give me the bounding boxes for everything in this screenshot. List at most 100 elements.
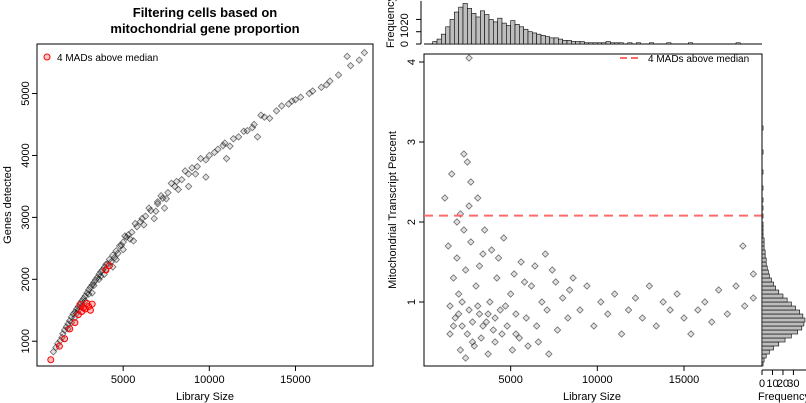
right-hist-bar (761, 237, 765, 243)
left-outlier-point (55, 342, 63, 350)
left-cell-point (265, 114, 274, 123)
left-cell-point (322, 81, 331, 89)
top-hist-bar (436, 38, 442, 45)
right-cell-point (463, 330, 472, 338)
top-hist-bar (501, 22, 507, 45)
right-cell-point (479, 250, 487, 258)
left-cell-point (174, 185, 183, 194)
top-hist-bar (445, 26, 451, 45)
left-cell-point (343, 52, 351, 61)
right-cell-point (564, 314, 572, 322)
top-hist-y-tick-label: 20 (399, 13, 411, 25)
right-cell-point (453, 218, 461, 226)
right-cell-point (461, 354, 470, 362)
top-hist-bar (493, 21, 498, 45)
right-hist-bar (761, 361, 764, 367)
left-cell-point (188, 164, 196, 172)
left-cell-point (177, 175, 186, 184)
right-cell-point (451, 314, 459, 322)
right-cell-point (714, 286, 723, 294)
left-cell-point (164, 188, 172, 197)
right-legend: 4 MADs above median (620, 54, 749, 65)
left-cell-point (88, 289, 96, 297)
right-hist-bars (761, 125, 806, 367)
left-y-ticks: 1000 2000 3000 4000 5000 (20, 81, 37, 353)
right-hist-bar (761, 257, 767, 263)
right-hist-bar (761, 249, 766, 255)
right-cell-point (475, 262, 484, 270)
left-x-tick-label: 5000 (111, 374, 135, 386)
right-hist-bar (761, 317, 806, 323)
right-hist-bar (761, 273, 770, 279)
right-hist-bar (761, 329, 798, 335)
left-cell-point (296, 93, 305, 102)
right-y-tick-label: 4 (406, 59, 418, 65)
left-cell-point (88, 281, 96, 289)
right-hist-bar (761, 269, 769, 275)
top-hist-bar (441, 33, 446, 45)
right-hist-bar (761, 305, 796, 311)
right-cell-point (465, 54, 473, 62)
right-cell-point (624, 306, 633, 314)
right-cell-point (522, 314, 531, 322)
right-hist-bar (761, 261, 767, 267)
right-hist-bar (761, 229, 764, 235)
top-hist-bar (610, 42, 615, 45)
right-cell-point (494, 254, 503, 262)
right-cell-point (548, 266, 557, 274)
left-cell-point (124, 230, 133, 239)
left-cell-point (129, 237, 138, 245)
top-hist-bar (545, 36, 550, 45)
left-title-line1: Filtering cells based on (133, 5, 278, 20)
top-hist-bar (558, 38, 563, 45)
right-cell-point (701, 298, 709, 306)
right-cell-point (506, 290, 515, 298)
right-cell-point (749, 294, 758, 302)
left-cell-point (234, 133, 243, 141)
top-hist-bar (540, 35, 546, 45)
top-hist-bar (597, 42, 602, 45)
left-cell-point (196, 154, 205, 163)
left-scatter-points (47, 48, 369, 364)
left-cell-point (131, 219, 139, 228)
right-cell-point (449, 322, 458, 330)
top-hist-bar (588, 42, 594, 45)
right-cell-point (453, 254, 461, 262)
right-hist-x-tick-label: 20 (777, 378, 789, 390)
top-hist-bar (480, 10, 485, 45)
top-hist-bar (735, 42, 741, 45)
left-cell-point (84, 290, 93, 298)
left-x-tick-label: 10000 (194, 374, 225, 386)
right-y-ticks: 1 2 3 4 (406, 59, 424, 305)
right-cell-point (473, 194, 482, 202)
left-title-line2: mitochondrial gene proportion (110, 21, 299, 36)
right-cell-point (510, 270, 518, 278)
left-cell-point (305, 89, 314, 98)
right-cell-point (749, 270, 758, 278)
right-cell-point (468, 338, 477, 346)
top-hist-bar (510, 20, 516, 45)
top-hist-bars (432, 3, 741, 45)
left-outlier-point (83, 299, 91, 307)
top-hist-bar (571, 41, 576, 45)
right-cell-point (565, 286, 574, 294)
left-cell-point (119, 238, 127, 246)
left-cell-point (140, 221, 148, 229)
left-cell-point (172, 177, 181, 186)
top-hist-bar (649, 42, 654, 45)
right-cell-point (545, 350, 553, 358)
left-panel: Filtering cells based on mitochondrial g… (2, 5, 374, 403)
right-cell-point (666, 306, 674, 314)
right-cell-point (527, 282, 536, 290)
right-cell-point (456, 346, 465, 354)
left-plot-frame (36, 43, 374, 367)
right-cell-point (739, 242, 747, 250)
top-hist-bar (553, 37, 559, 45)
left-cell-point (152, 207, 160, 215)
right-hist-bar (761, 309, 801, 315)
top-hist-bar (592, 42, 598, 45)
left-cell-point (193, 162, 202, 171)
left-x-ticks: 5000 10000 15000 (111, 366, 311, 386)
left-outlier-point (47, 356, 55, 364)
